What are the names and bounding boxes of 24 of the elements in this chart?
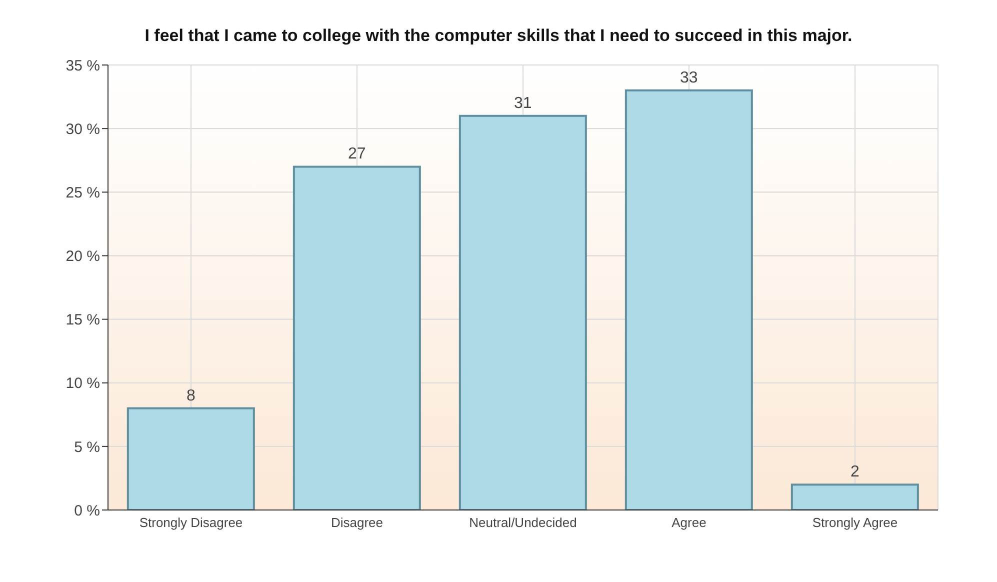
data-label: 8 — [186, 387, 196, 404]
chart-title: I feel that I came to college with the computer skills that I need to succeed in this major. — [144, 25, 854, 45]
data-label: 27 — [348, 146, 366, 163]
x-tick-label: Neutral/Undecided — [469, 515, 577, 530]
data-label: 33 — [680, 69, 698, 86]
x-tick-label: Agree — [672, 515, 706, 530]
bar — [292, 166, 421, 510]
data-label: 2 — [850, 464, 860, 481]
y-tick-label: 15 % — [66, 312, 100, 329]
y-tick-label: 20 % — [66, 248, 100, 266]
data-label: 31 — [514, 94, 532, 112]
bar — [790, 484, 919, 510]
y-tick-label: 10 % — [66, 375, 100, 392]
y-tick-label: 30 % — [66, 120, 100, 138]
x-tick-label: Disagree — [330, 515, 384, 530]
x-tick-label: Strongly Agree — [812, 515, 898, 530]
bar — [624, 89, 753, 510]
y-tick-label: 5 % — [74, 438, 100, 456]
y-tick-label: 0 % — [74, 502, 100, 520]
bar — [126, 407, 255, 510]
y-tick-label: 25 % — [66, 184, 100, 202]
x-tick-label: Strongly Disagree — [139, 515, 243, 530]
bar — [458, 114, 587, 510]
y-tick-label: 35 % — [66, 57, 100, 74]
